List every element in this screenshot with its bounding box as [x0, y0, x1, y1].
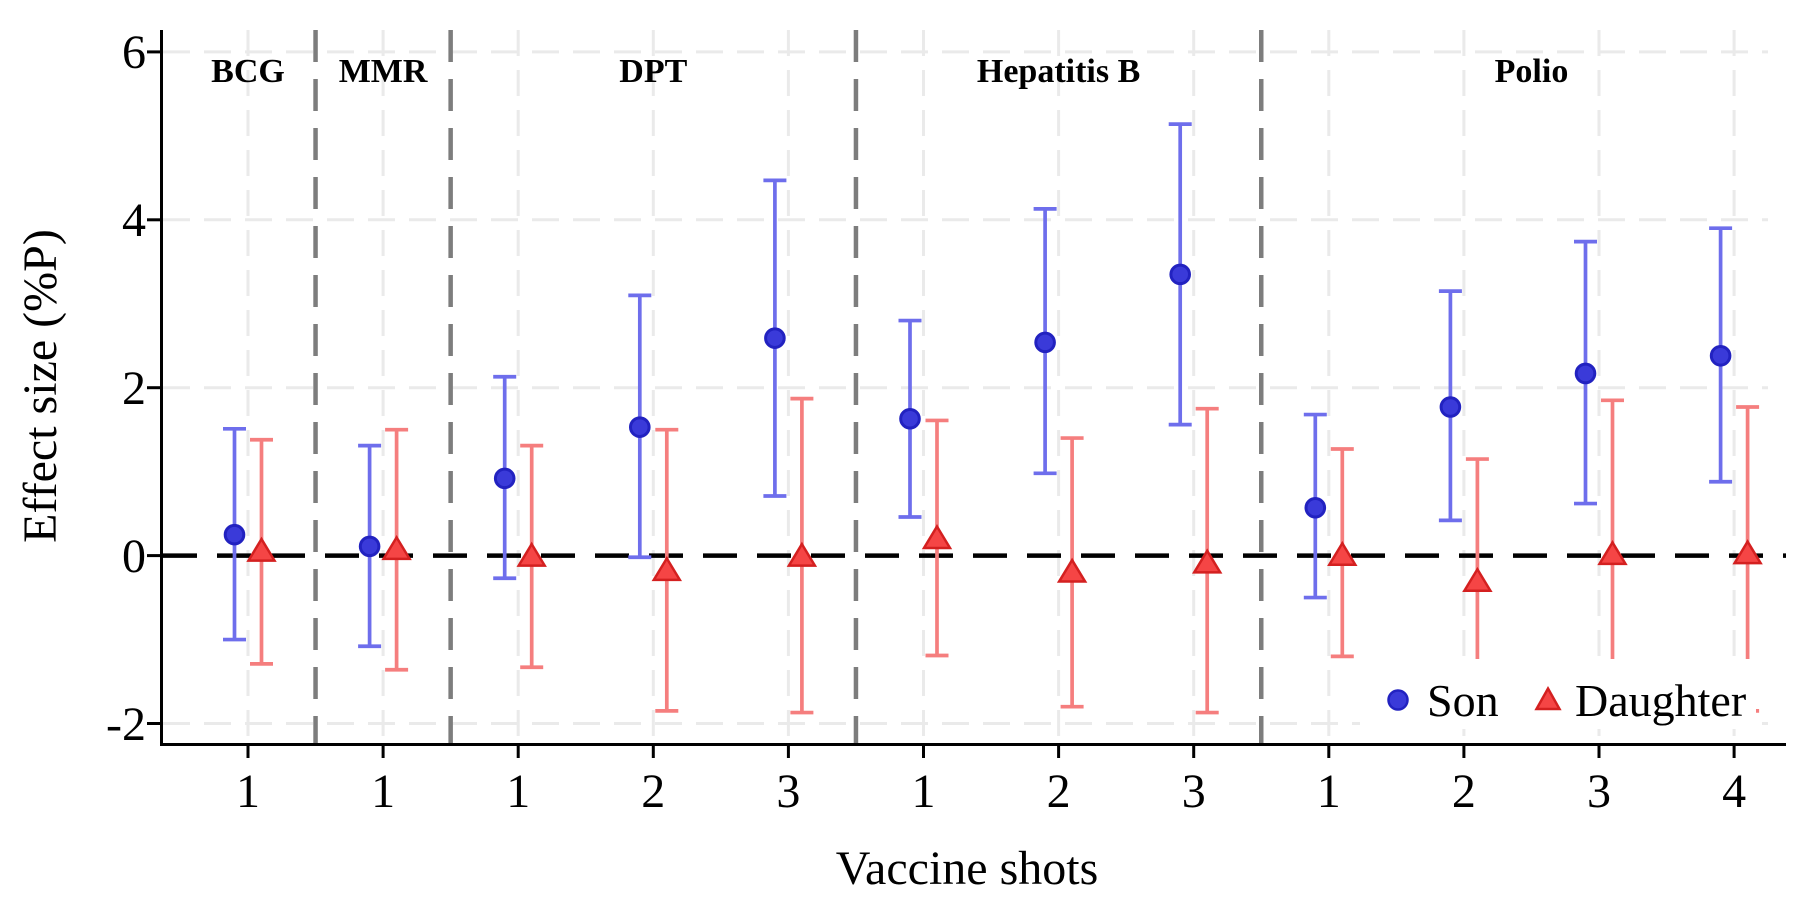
group-label-hepb: Hepatitis B	[977, 53, 1140, 90]
data-layer	[223, 122, 1763, 715]
y-tick-label: -2	[106, 698, 146, 751]
x-tick-label: 1	[371, 765, 395, 818]
son-marker-hepatitis-b-shot-3	[1169, 263, 1191, 286]
legend-daughter-label: Daughter	[1575, 675, 1746, 726]
group-label-mmr: MMR	[339, 53, 428, 90]
y-tick-label: 0	[122, 530, 146, 583]
legend-son-circle-icon	[1387, 689, 1409, 711]
x-tick-label: 2	[1452, 765, 1476, 818]
group-separators	[313, 30, 1264, 743]
gridlines	[163, 30, 1768, 743]
x-tick-label: 1	[506, 765, 530, 818]
x-tick-label: 3	[1587, 765, 1611, 818]
son-marker-hepatitis-b-shot-2	[1034, 331, 1056, 354]
son-marker-dpt-shot-3	[764, 327, 786, 349]
group-label-dpt: DPT	[619, 53, 687, 90]
son-marker-polio-shot-1	[1304, 496, 1327, 519]
son-marker-polio-shot-4	[1709, 344, 1732, 367]
daughter-marker-polio-shot-4	[1732, 539, 1763, 565]
son-marker-mmr-shot-1	[358, 535, 381, 558]
y-tick-label: 2	[122, 362, 146, 415]
group-label-bcg: BCG	[211, 53, 285, 90]
x-tick-label: 4	[1722, 765, 1746, 818]
x-tick-label: 2	[1047, 765, 1071, 818]
x-axis-title: Vaccine shots	[836, 842, 1099, 895]
group-labels: BCG MMR DPT Hepatitis B Polio	[211, 53, 1568, 90]
x-tick-label: 1	[912, 765, 936, 818]
daughter-marker-polio-shot-1	[1327, 540, 1358, 567]
son-marker-bcg-shot-1	[223, 523, 246, 546]
axes-layer	[147, 30, 1786, 758]
son-marker-polio-shot-2	[1439, 396, 1462, 418]
y-tick-labels: 6 4 2 0 -2	[106, 26, 146, 751]
daughter-marker-hepatitis-b-shot-2	[1056, 557, 1088, 583]
y-tick-label: 4	[122, 194, 146, 247]
son-marker-dpt-shot-2	[629, 416, 651, 438]
legend-son-label: Son	[1427, 675, 1499, 726]
legend: Son Daughter	[1360, 659, 1756, 729]
y-tick-label: 6	[122, 26, 146, 79]
son-marker-hepatitis-b-shot-1	[899, 407, 921, 430]
x-tick-label: 3	[1182, 765, 1206, 818]
daughter-marker-polio-shot-3	[1597, 540, 1628, 566]
x-tick-labels: 1 1 1 2 3 1 2 3 1 2 3 4	[236, 765, 1746, 818]
daughter-marker-hepatitis-b-shot-3	[1191, 548, 1223, 574]
son-marker-polio-shot-3	[1574, 362, 1597, 385]
daughter-marker-hepatitis-b-shot-1	[921, 524, 953, 550]
y-axis-title: Effect size (%P)	[14, 229, 67, 543]
x-tick-label: 1	[236, 765, 260, 818]
x-tick-label: 1	[1317, 765, 1341, 818]
daughter-marker-dpt-shot-2	[651, 555, 683, 582]
x-tick-label: 3	[776, 765, 800, 818]
son-marker-dpt-shot-1	[493, 467, 516, 490]
group-label-polio: Polio	[1495, 53, 1569, 90]
daughter-marker-bcg-shot-1	[246, 536, 277, 562]
daughter-marker-dpt-shot-3	[786, 541, 818, 567]
daughter-marker-polio-shot-2	[1462, 566, 1493, 593]
legend-background	[1360, 659, 1756, 729]
daughter-marker-dpt-shot-1	[516, 541, 547, 567]
legend-daughter-triangle-icon	[1534, 685, 1562, 711]
x-tick-label: 2	[641, 765, 665, 818]
daughter-marker-mmr-shot-1	[381, 534, 412, 561]
